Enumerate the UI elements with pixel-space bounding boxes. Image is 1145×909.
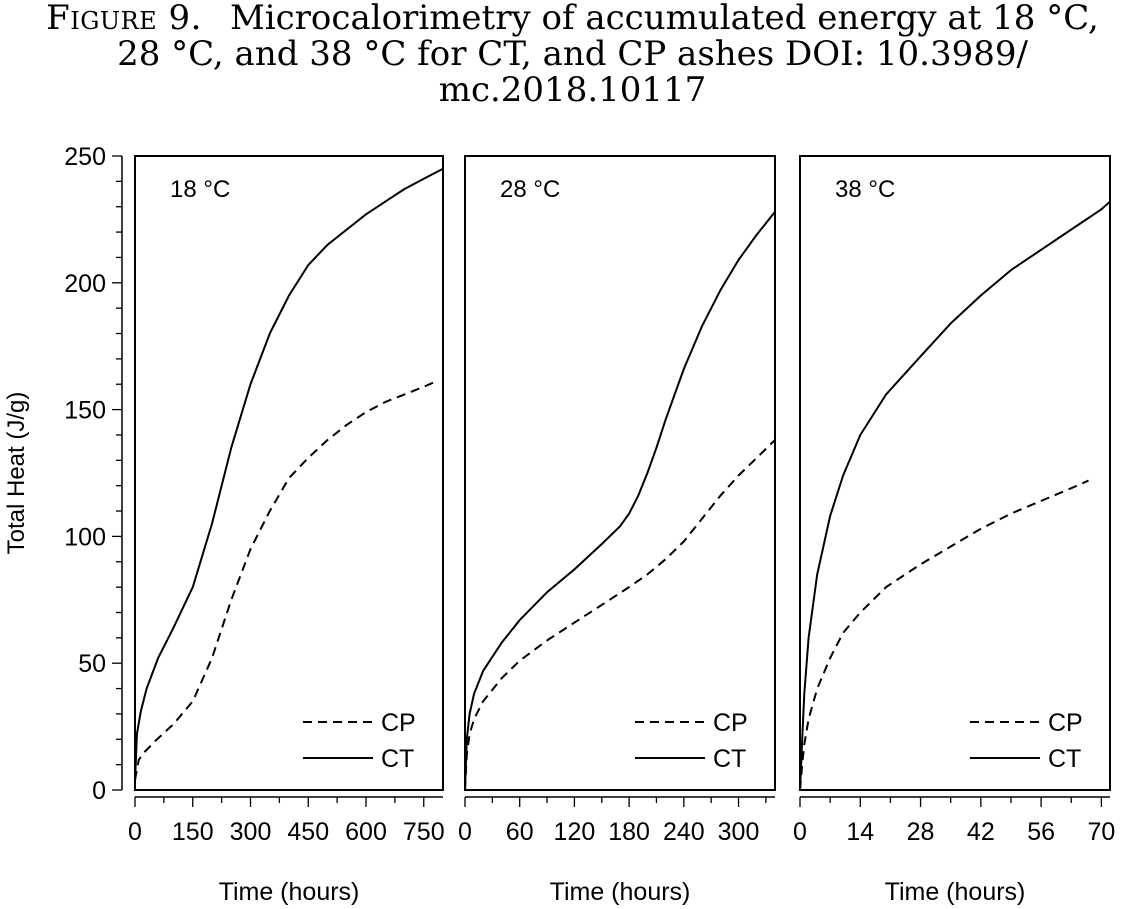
panel-2: 0 14 28 42 56 70 Time (hours) 38 °C CP CT (793, 155, 1115, 906)
x-tick-label: 70 (1087, 818, 1115, 846)
x-tick-label: 180 (608, 818, 650, 846)
panel-label: 28 °C (500, 176, 560, 203)
x-tick-label: 42 (967, 818, 995, 846)
x-tick-label: 0 (793, 818, 807, 846)
y-tick-label: 250 (64, 143, 106, 171)
series-line-ct (464, 211, 776, 791)
panel-label: 18 °C (170, 176, 230, 203)
x-axis-label: Time (hours) (885, 878, 1026, 906)
x-tick-label: 450 (287, 818, 329, 846)
y-tick-label: 0 (92, 777, 106, 805)
panel-1: 0 60 120 180 240 300 Time (hours) 28 °C CP CT (458, 155, 776, 906)
series-line-cp (464, 439, 776, 791)
y-tick-label: 50 (78, 650, 106, 678)
x-axis-label: Time (hours) (550, 878, 691, 906)
panel-frame (464, 155, 776, 791)
x-tick-label: 750 (403, 818, 445, 846)
x-tick-label: 300 (230, 818, 272, 846)
x-tick-label: 28 (907, 818, 935, 846)
figure-caption: Figure 9. Microcalorimetry of accumulated… (20, 0, 1125, 108)
legend-label: CP (1048, 709, 1083, 737)
legend-label: CP (713, 709, 748, 737)
legend-label: CT (381, 745, 414, 773)
y-tick-label: 150 (64, 397, 106, 425)
x-tick-label: 0 (128, 818, 142, 846)
x-tick-label: 60 (506, 818, 534, 846)
x-tick-label: 150 (172, 818, 214, 846)
legend-label: CP (381, 709, 416, 737)
legend-label: CT (713, 745, 746, 773)
y-tick-label: 100 (64, 523, 106, 551)
x-tick-label: 120 (554, 818, 596, 846)
x-tick-label: 14 (846, 818, 874, 846)
panel-frame (134, 155, 444, 791)
y-axis-label: Total Heat (J/g) (3, 392, 30, 555)
figure-label: Figure 9. (46, 0, 202, 38)
x-tick-label: 56 (1027, 818, 1055, 846)
panel-0: 0 150 300 450 600 750 Time (hours) 18 °C CP CT (128, 155, 445, 906)
panel-frame (799, 155, 1111, 791)
panel-label: 38 °C (835, 176, 895, 203)
x-tick-label: 240 (663, 818, 705, 846)
series-line-cp (134, 380, 436, 781)
y-tick-label: 200 (64, 270, 106, 298)
x-tick-label: 300 (718, 818, 760, 846)
x-tick-label: 600 (345, 818, 387, 846)
series-line-ct (134, 167, 444, 783)
x-tick-label: 0 (458, 818, 472, 846)
x-axis-label: Time (hours) (219, 878, 360, 906)
legend-label: CT (1048, 745, 1081, 773)
series-line-cp (799, 479, 1089, 791)
series-line-ct (799, 200, 1111, 791)
figure-caption-text: Microcalorimetry of accumulated energy a… (117, 0, 1099, 110)
